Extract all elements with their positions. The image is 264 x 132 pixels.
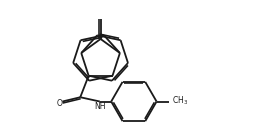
Text: NH: NH [95,102,106,111]
Text: O: O [57,99,63,108]
Text: CH$_3$: CH$_3$ [172,95,188,107]
